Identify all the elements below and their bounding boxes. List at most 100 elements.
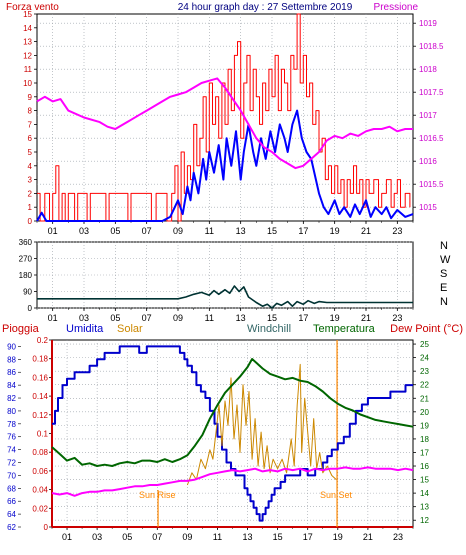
rain-ytick-label: 0 <box>44 523 49 532</box>
compass-label: N <box>440 240 448 252</box>
rain-ytick-label: 0.04 <box>32 486 48 495</box>
climate-xtick-label: 03 <box>92 532 102 542</box>
temperature-ytick-label: 20 <box>420 408 429 417</box>
humidity-ytick-label: 70 <box>7 471 16 480</box>
temperature-ytick-label: 16 <box>420 462 429 471</box>
humidity-ytick-label: 88 <box>7 355 16 364</box>
climate-xtick-label: 09 <box>182 532 192 542</box>
temperature-ytick-label: 14 <box>420 489 429 498</box>
humidity-ytick-label: 68 <box>7 484 16 493</box>
pressure-ytick-label: 1017.5 <box>419 88 444 97</box>
humidity-ytick-label: 62 <box>7 523 16 532</box>
wind-xtick-label: 21 <box>361 226 371 236</box>
temperature-ytick-label: 25 <box>420 340 429 349</box>
rain-ytick-label: 0.12 <box>32 411 48 420</box>
direction-ytick-label: 90 <box>23 288 32 297</box>
rain-ytick-label: 0.06 <box>32 467 48 476</box>
pressure-ytick-label: 1017 <box>419 111 437 120</box>
wind-xtick-label: 17 <box>298 226 308 236</box>
direction-ytick-label: 270 <box>19 255 33 264</box>
temperature-ytick-label: 19 <box>420 421 429 430</box>
humidity-header: Umidita <box>66 323 104 335</box>
humidity-ytick-label: 78 <box>7 420 16 429</box>
pressure-ytick-label: 1019 <box>419 19 437 28</box>
wind-ytick-label: 10 <box>23 79 32 88</box>
wind-ytick-label: 15 <box>23 10 32 19</box>
rain-ytick-label: 0.1 <box>37 430 49 439</box>
wind-ytick-label: 4 <box>28 162 33 171</box>
wind-xtick-label: 07 <box>142 226 152 236</box>
dew-point-header: Dew Point (°C) <box>390 323 463 335</box>
compass-label: W <box>440 254 451 266</box>
wind-xtick-label: 15 <box>267 226 277 236</box>
rain-header: Pioggia <box>2 323 40 335</box>
climate-xtick-label: 05 <box>122 532 132 542</box>
temperature-ytick-label: 13 <box>420 503 429 512</box>
sun-set-label: Sun Set <box>320 490 353 500</box>
direction-xtick-label: 05 <box>110 313 120 323</box>
pressure-axis-title: Pressione <box>374 2 419 13</box>
wind-xtick-label: 03 <box>79 226 89 236</box>
wind-ytick-label: 3 <box>28 176 33 185</box>
wind-ytick-label: 0 <box>28 217 33 226</box>
wind-speed-series <box>36 109 414 222</box>
humidity-ytick-label: 80 <box>7 407 16 416</box>
humidity-ytick-label: 66 <box>7 497 16 506</box>
rain-ytick-label: 0.02 <box>32 504 48 513</box>
rain-ytick-label: 0.08 <box>32 448 48 457</box>
direction-xtick-label: 11 <box>205 313 214 323</box>
wind-ytick-label: 11 <box>24 65 33 74</box>
climate-xtick-label: 19 <box>333 532 343 542</box>
direction-plot-frame <box>36 241 414 309</box>
pressure-ytick-label: 1015.5 <box>419 180 444 189</box>
compass-label: N <box>440 296 448 308</box>
temperature-ytick-label: 22 <box>420 381 429 390</box>
wind-ytick-label: 7 <box>28 120 33 129</box>
temperature-series <box>51 358 414 467</box>
wind-direction-series <box>37 285 413 309</box>
dew-point-series <box>51 466 414 497</box>
temperature-ytick-label: 12 <box>420 516 429 525</box>
pressure-ytick-label: 1015 <box>419 203 437 212</box>
sun-rise-label: Sun Rise <box>139 490 176 500</box>
climate-xtick-label: 13 <box>243 532 253 542</box>
wind-chart-title: 24 hour graph day : 27 Settembre 2019 <box>178 2 353 13</box>
temperature-ytick-label: 17 <box>420 448 429 457</box>
humidity-ytick-label: 72 <box>7 459 16 468</box>
climate-xtick-label: 23 <box>393 532 403 542</box>
pressure-ytick-label: 1016.5 <box>419 134 444 143</box>
windchill-header: Windchill <box>247 323 291 335</box>
temperature-ytick-label: 15 <box>420 476 429 485</box>
direction-xtick-label: 13 <box>236 313 246 323</box>
wind-xtick-label: 11 <box>205 226 214 236</box>
temperature-header: Temperatura <box>313 323 376 335</box>
direction-xtick-label: 19 <box>330 313 340 323</box>
temperature-ytick-label: 24 <box>420 354 429 363</box>
solar-series <box>186 363 337 486</box>
direction-ytick-label: 180 <box>19 271 33 280</box>
humidity-ytick-label: 74 <box>7 446 16 455</box>
wind-ytick-label: 1 <box>28 203 33 212</box>
pressure-ytick-label: 1018.5 <box>419 42 444 51</box>
rain-ytick-label: 0.18 <box>32 355 48 364</box>
wind-axis-title: Forza vento <box>6 2 59 13</box>
temperature-ytick-label: 21 <box>420 394 429 403</box>
wind-ytick-label: 8 <box>28 107 33 116</box>
gust-series <box>37 13 411 222</box>
wind-ytick-label: 6 <box>28 134 33 143</box>
compass-label: E <box>440 282 447 294</box>
rain-ytick-label: 0.2 <box>37 336 49 345</box>
climate-xtick-label: 07 <box>152 532 162 542</box>
direction-xtick-label: 23 <box>392 313 402 323</box>
direction-xtick-label: 09 <box>173 313 183 323</box>
direction-xtick-label: 17 <box>298 313 308 323</box>
temperature-ytick-label: 23 <box>420 367 429 376</box>
wind-ytick-label: 13 <box>23 38 32 47</box>
wind-ytick-label: 5 <box>28 148 33 157</box>
compass-label: S <box>440 268 447 280</box>
wind-xtick-label: 19 <box>330 226 340 236</box>
humidity-ytick-label: 76 <box>7 433 16 442</box>
pressure-ytick-label: 1016 <box>419 157 437 166</box>
humidity-ytick-label: 86 <box>7 368 16 377</box>
